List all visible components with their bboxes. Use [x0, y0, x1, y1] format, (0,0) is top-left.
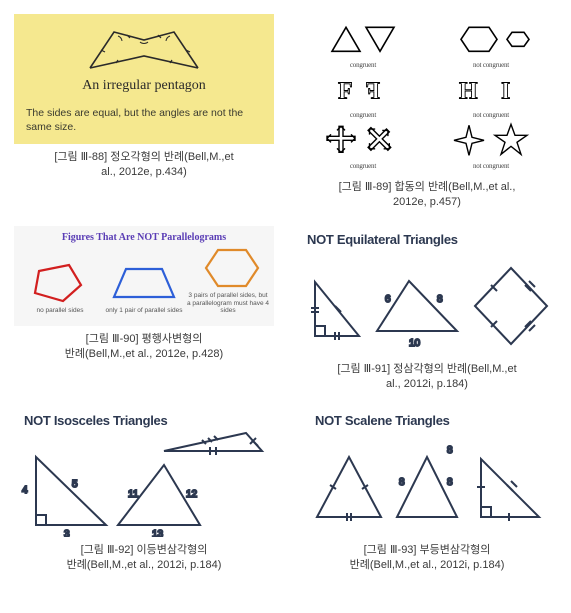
fig92-num-c: 3 — [64, 529, 70, 537]
fig90-col1: no parallel sides — [18, 259, 102, 314]
label-congruent-3: congruent — [350, 162, 376, 170]
fig89-cell-plus: congruent — [299, 119, 427, 170]
fig90-col2-label: only 1 pair of parallel sides — [106, 307, 183, 314]
fig92-num-d: 11 — [128, 489, 139, 500]
fig90-col3: 3 pairs of parallel sides, but a paralle… — [186, 244, 270, 314]
caption-90: [그림 Ⅲ-90] 평행사변형의 반례(Bell,M.,et al., 2012… — [65, 332, 223, 362]
fig92-num-a: 4 — [22, 485, 28, 496]
fig92-num-f: 12 — [186, 489, 198, 500]
fig93-card: NOT Scalene Triangles 8 8 8 8 — [297, 407, 557, 537]
fig91-card: NOT Equilateral Triangles 6 8 10 — [297, 226, 557, 356]
fig93-num-c: 8 — [447, 445, 453, 456]
label-congruent: congruent — [350, 61, 376, 69]
row-2: Figures That Are NOT Parallelograms no p… — [0, 222, 571, 404]
fig91-num-b: 8 — [437, 294, 443, 305]
arrow-cross-pair-icon — [318, 119, 408, 162]
hi-icon: H I — [441, 69, 541, 112]
svg-text:H: H — [459, 78, 478, 104]
fig90-card: Figures That Are NOT Parallelograms no p… — [14, 226, 274, 326]
cell-fig91: NOT Equilateral Triangles 6 8 10 — [297, 226, 557, 392]
star-pair-icon — [441, 119, 541, 162]
label-notcongruent: not congruent — [473, 61, 509, 69]
fig88-body: The sides are equal, but the angles are … — [26, 106, 262, 134]
cell-fig93: NOT Scalene Triangles 8 8 8 8 — [297, 407, 557, 573]
cell-fig92: NOT Isosceles Triangles 4 5 3 11 12 13 — [14, 407, 274, 573]
label-notcongruent-3: not congruent — [473, 162, 509, 170]
cell-fig88: An irregular pentagon The sides are equa… — [14, 14, 274, 210]
fig90-header: Figures That Are NOT Parallelograms — [18, 232, 270, 243]
fig93-num-a: 8 — [399, 477, 405, 488]
fig92-num-e: 13 — [152, 529, 164, 537]
svg-text:F: F — [338, 78, 353, 104]
fig90-shapes: no parallel sides only 1 pair of paralle… — [18, 245, 270, 315]
fig88-title: An irregular pentagon — [14, 78, 274, 94]
ff-icon: F F — [318, 69, 408, 112]
fig88-card: An irregular pentagon The sides are equa… — [14, 14, 274, 144]
page: An irregular pentagon The sides are equa… — [0, 0, 571, 597]
fig89-cell-hexagons: not congruent — [427, 18, 555, 69]
fig93-header: NOT Scalene Triangles — [315, 413, 450, 428]
caption-88: [그림 Ⅲ-88] 정오각형의 반례(Bell,M.,et al., 2012e… — [54, 150, 233, 180]
fig89-cell-triangles: congruent — [299, 18, 427, 69]
fig91-num-a: 6 — [385, 294, 391, 305]
caption-93: [그림 Ⅲ-93] 부등변삼각형의 반례(Bell,M.,et al., 201… — [350, 543, 505, 573]
fig90-col2: only 1 pair of parallel sides — [102, 259, 186, 314]
hexagon-pair-icon — [441, 18, 541, 61]
cell-fig90: Figures That Are NOT Parallelograms no p… — [14, 226, 274, 392]
fig89-cell-ff: F F congruent — [299, 69, 427, 120]
fig92-num-b: 5 — [72, 479, 78, 490]
fig89-grid: congruent not congruent — [299, 18, 555, 170]
row-3: NOT Isosceles Triangles 4 5 3 11 12 13 — [0, 403, 571, 585]
fig92-header: NOT Isosceles Triangles — [24, 413, 167, 428]
fig88-pentagon-svg — [26, 18, 262, 78]
fig91-num-c: 10 — [409, 338, 421, 349]
caption-89: [그림 Ⅲ-89] 합동의 반례(Bell,M.,et al., 2012e, … — [339, 180, 516, 210]
orange-hexagon-icon — [188, 244, 268, 292]
fig89-cell-hi: H I not congruent — [427, 69, 555, 120]
fig90-col3-label: 3 pairs of parallel sides, but a paralle… — [186, 292, 270, 314]
svg-text:I: I — [501, 78, 510, 104]
fig92-card: NOT Isosceles Triangles 4 5 3 11 12 13 — [14, 407, 274, 537]
fig89-cell-stars: not congruent — [427, 119, 555, 170]
svg-text:F: F — [365, 78, 380, 104]
label-notcongruent-2: not congruent — [473, 111, 509, 119]
triangle-pair-icon — [318, 18, 408, 61]
row-1: An irregular pentagon The sides are equa… — [0, 10, 571, 222]
red-pentagon-icon — [25, 259, 95, 307]
label-congruent-2: congruent — [350, 111, 376, 119]
fig93-num-b: 8 — [447, 477, 453, 488]
fig90-col1-label: no parallel sides — [37, 307, 84, 314]
fig89-card: congruent not congruent — [297, 14, 557, 174]
caption-92: [그림 Ⅲ-92] 이등변삼각형의 반례(Bell,M.,et al., 201… — [67, 543, 222, 573]
blue-trapezoid-icon — [104, 259, 184, 307]
cell-fig89: congruent not congruent — [297, 14, 557, 210]
fig91-header: NOT Equilateral Triangles — [307, 232, 458, 247]
caption-91: [그림 Ⅲ-91] 정삼각형의 반례(Bell,M.,et al., 2012i… — [337, 362, 516, 392]
